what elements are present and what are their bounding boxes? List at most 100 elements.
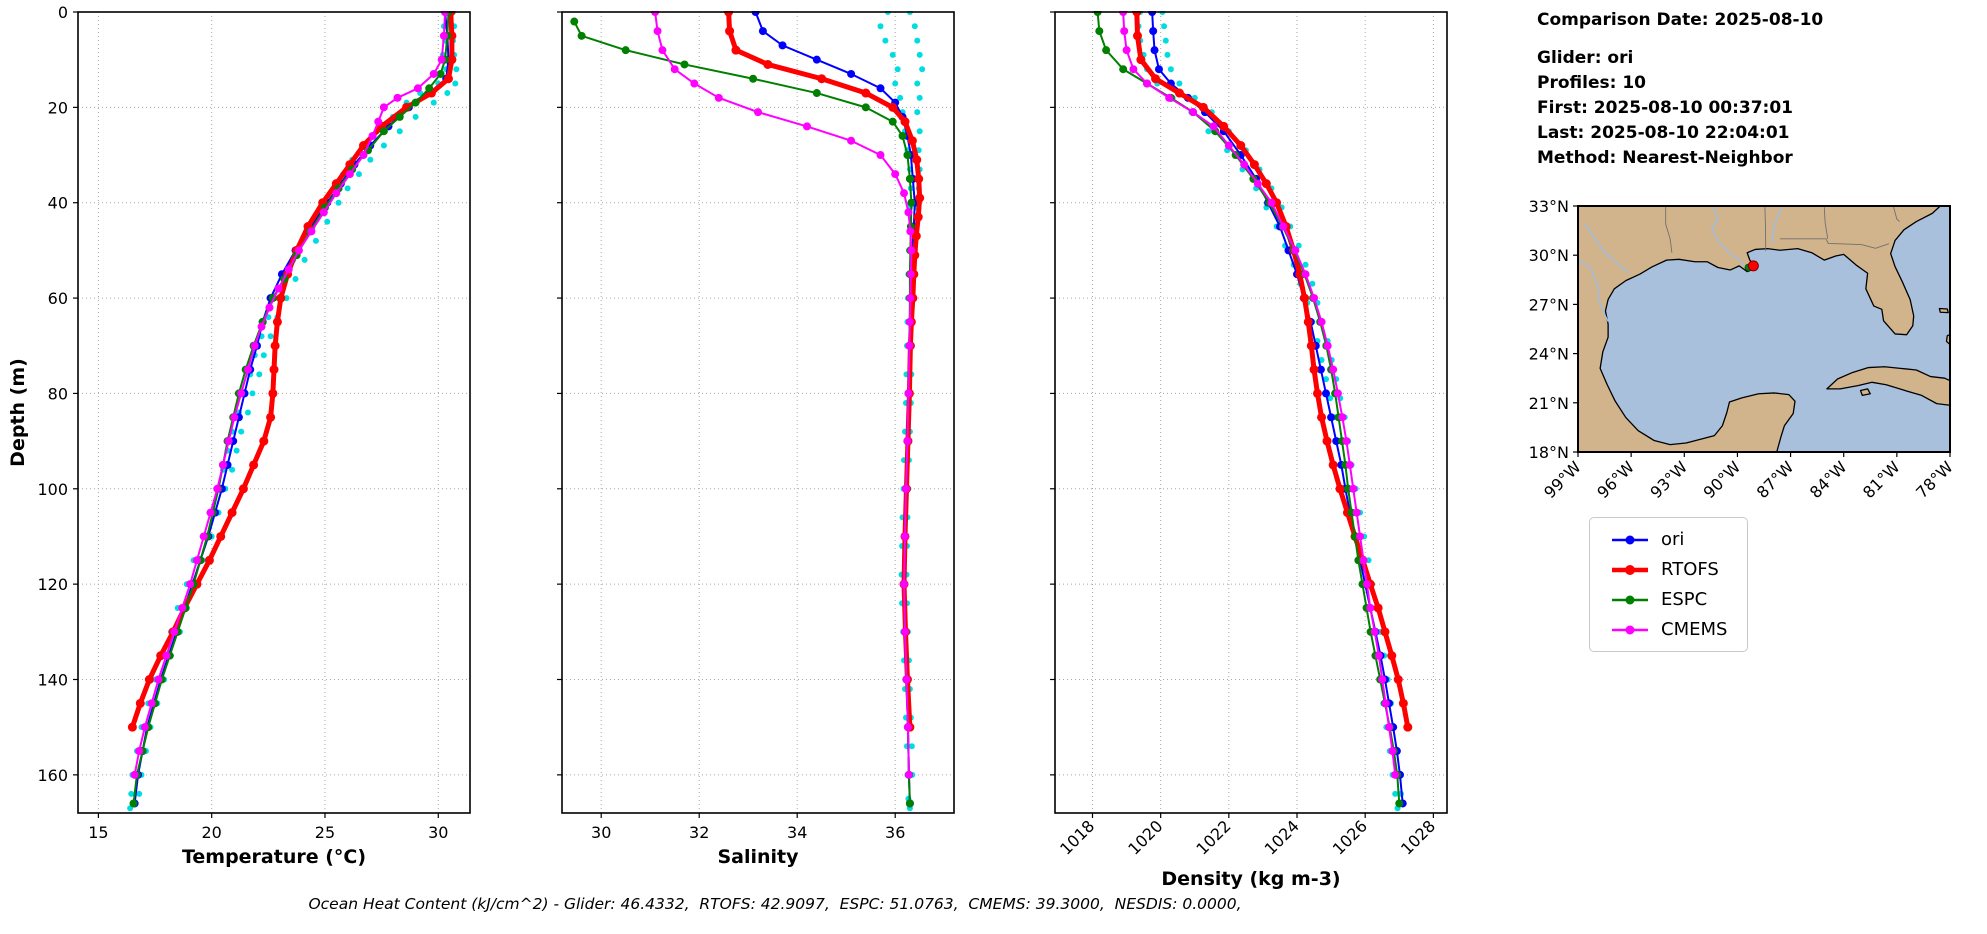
last-profile-time: Last: 2025-08-10 22:04:01 [1537,123,1790,143]
svg-text:0: 0 [58,3,68,22]
method-label: Method: Nearest-Neighbor [1537,148,1793,168]
svg-text:99°W: 99°W [1540,457,1585,502]
series-glider [1135,11,1404,812]
profiles-count: Profiles: 10 [1537,73,1646,93]
glider-name: Glider: ori [1537,48,1634,68]
comparison-date: Comparison Date: 2025-08-10 [1537,10,1824,30]
svg-text:84°W: 84°W [1806,457,1851,502]
state-border-line [1823,206,1829,239]
legend-label: CMEMS [1661,619,1728,640]
depth-axis-label: Depth (m) [7,358,29,467]
ohc-footer: Ocean Heat Content (kJ/cm^2) - Glider: 4… [308,895,1242,913]
svg-text:1022: 1022 [1192,816,1234,858]
legend-item-CMEMS: CMEMS [1610,619,1727,640]
svg-text:18°N: 18°N [1529,443,1569,462]
svg-text:100: 100 [37,480,68,499]
RTOFS-line-marker-icon [1612,564,1648,575]
series-RTOFS [1132,11,1413,732]
svg-text:20: 20 [202,823,222,842]
series-ESPC [129,11,453,808]
density-panel: 1018 1020 1022 1024 1026 1028 Density (kg m-3) [1050,11,1448,890]
series-ESPC [1093,11,1404,808]
salinity-axis-label: Salinity [717,846,799,868]
svg-text:120: 120 [37,575,68,594]
river-line [1584,223,1630,274]
state-border-line [1779,238,1890,249]
river-line [1771,206,1783,244]
series-glider [877,11,926,812]
temperature-tick-labels: 15 20 25 30 0 20 40 60 80 100 120 140 160 [37,3,448,842]
svg-text:21°N: 21°N [1529,394,1569,413]
svg-text:80: 80 [48,384,68,403]
map-panel: 33°N 30°N 27°N 24°N 21°N 18°N99°W 96°W 93°W 90°W… [1529,197,1957,502]
series-CMEMS [651,11,916,779]
state-border-line [1764,206,1767,252]
series-CMEMS [1119,11,1400,779]
legend-label: ori [1661,529,1685,550]
salinity-grid [562,11,954,813]
svg-text:90°W: 90°W [1700,457,1745,502]
temperature-axis-label: Temperature (°C) [182,846,366,868]
svg-text:160: 160 [37,766,68,785]
svg-text:87°W: 87°W [1753,457,1798,502]
svg-text:96°W: 96°W [1593,457,1638,502]
svg-text:1026: 1026 [1329,816,1371,858]
land-polygon [1578,206,1941,452]
svg-text:93°W: 93°W [1646,457,1691,502]
land-polygon [1826,366,1950,406]
svg-text:78°W: 78°W [1912,457,1957,502]
temperature-grid [78,11,470,813]
svg-text:20: 20 [48,98,68,117]
svg-text:34: 34 [787,823,807,842]
svg-text:27°N: 27°N [1529,295,1569,314]
svg-text:36: 36 [885,823,905,842]
salinity-panel: 30 32 34 36 Salinity [557,11,955,868]
legend-item-ori: ori [1610,529,1727,550]
series-ori [751,11,919,808]
svg-text:40: 40 [48,194,68,213]
ori-line-marker-icon [1612,535,1648,544]
series-ESPC [570,17,916,808]
legend-label: RTOFS [1661,559,1719,580]
salinity-tick-labels: 30 32 34 36 [557,11,905,842]
svg-text:30°N: 30°N [1529,246,1569,265]
series-CMEMS [130,11,450,779]
glider-position-marker [1747,260,1759,272]
svg-text:24°N: 24°N [1529,345,1569,364]
legend-item-RTOFS: RTOFS [1610,559,1727,580]
svg-text:30: 30 [428,823,448,842]
density-tick-labels: 1018 1020 1022 1024 1026 1028 [1050,11,1439,859]
svg-text:30: 30 [591,823,611,842]
ESPC-line-marker-icon [1612,595,1648,604]
river-line [1578,258,1609,322]
CMEMS-line-marker-icon [1612,625,1648,634]
svg-text:1028: 1028 [1397,816,1439,858]
series-RTOFS [724,11,925,732]
land-polygon [1938,307,1949,314]
legend: ori RTOFS ESPC CMEMS [1589,517,1749,652]
temperature-panel: 15 20 25 30 0 20 40 60 80 100 120 140 160 Temperature… [7,3,471,868]
series-ori [130,11,453,808]
first-profile-time: First: 2025-08-10 00:37:01 [1537,98,1794,118]
land-polygon [1859,388,1871,397]
svg-text:32: 32 [689,823,709,842]
legend-item-ESPC: ESPC [1610,589,1727,610]
density-axis-label: Density (kg m-3) [1161,868,1340,890]
series-ori [1148,11,1407,808]
svg-text:140: 140 [37,671,68,690]
svg-text:25: 25 [315,823,335,842]
svg-text:33°N: 33°N [1529,197,1569,216]
river-line [1710,206,1747,270]
info-panel: Comparison Date: 2025-08-10 Glider: ori … [1537,8,1823,171]
svg-text:1018: 1018 [1056,816,1098,858]
svg-text:1020: 1020 [1124,816,1166,858]
svg-text:15: 15 [88,823,108,842]
svg-text:1024: 1024 [1261,816,1303,858]
state-border-line [1665,206,1673,253]
series-glider [127,11,460,812]
svg-text:81°W: 81°W [1859,457,1904,502]
svg-text:60: 60 [48,289,68,308]
state-border-line [1892,206,1900,222]
